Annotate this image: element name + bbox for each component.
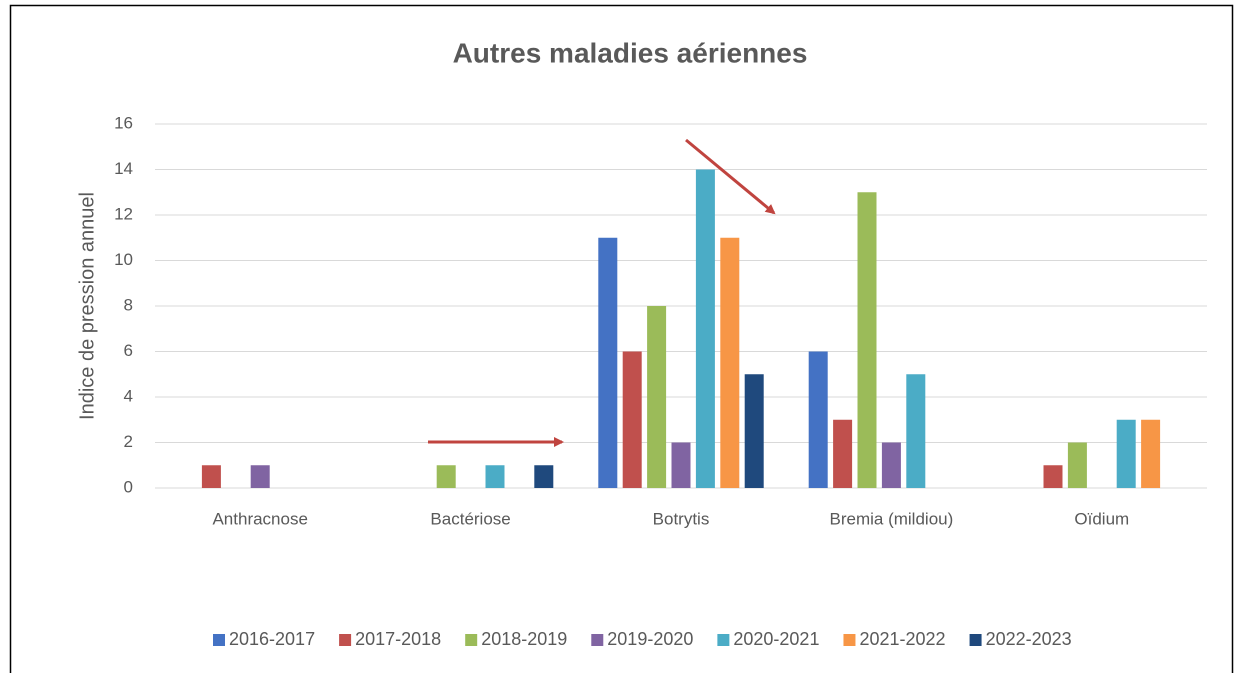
y-tick-label: 6 [124,341,133,360]
bar [720,237,740,488]
bar [647,306,667,488]
legend-label: 2018-2019 [481,629,567,649]
bar [671,442,691,488]
legend-swatch [969,634,982,646]
y-tick-label: 14 [114,159,133,178]
bar [833,419,853,488]
y-tick-label: 2 [124,432,133,451]
bar [1116,419,1136,488]
y-tick-label: 4 [124,386,133,405]
bar [1043,465,1063,488]
legend-label: 2022-2023 [986,629,1072,649]
bar [436,465,456,488]
legend-swatch [717,634,730,646]
bar [250,465,270,488]
annotation-arrow [685,138,776,215]
bar [881,442,901,488]
legend-swatch [213,634,225,646]
legend-label: 2016-2017 [229,629,315,649]
y-tick-label: 10 [114,250,133,269]
legend-label: 2017-2018 [355,629,441,649]
bar [857,192,877,488]
plot-area: 0 2 4 6 8 10 12 14 16 Anthracnose Bactériose Botryt… [114,113,1207,528]
bar [1141,419,1161,488]
y-axis-label: Indice de pression annuel [76,192,98,420]
bar [695,169,715,488]
bar [906,374,926,488]
legend-label: 2020-2021 [733,629,819,649]
legend-swatch [591,634,604,646]
legend-swatch [339,634,352,646]
legend-swatch [843,634,856,646]
bar [1067,442,1087,488]
bar [598,237,618,488]
x-tick-label: Anthracnose [212,509,307,528]
chart-frame [9,4,1234,673]
bar [534,465,554,488]
x-tick-label: Bactériose [430,509,510,528]
x-tick-label: Oïdium [1074,509,1129,528]
legend-label: 2021-2022 [859,629,945,649]
legend-swatch [465,634,478,646]
bar [744,374,764,488]
x-tick-label: Botrytis [653,509,710,528]
y-tick-label: 12 [114,204,133,223]
bar [201,465,221,488]
y-tick-label: 8 [124,295,133,314]
chart-title: Autres maladies aériennes [453,37,808,68]
bar [622,351,642,488]
y-tick-label: 0 [124,477,133,496]
y-tick-label: 16 [114,113,133,132]
bar [808,351,828,488]
legend-label: 2019-2020 [607,629,693,649]
x-tick-label: Bremia (mildiou) [830,509,954,528]
bar [485,465,505,488]
legend: 2016-2017 2017-2018 2018-2019 2019-2020 2020… [213,629,1072,649]
